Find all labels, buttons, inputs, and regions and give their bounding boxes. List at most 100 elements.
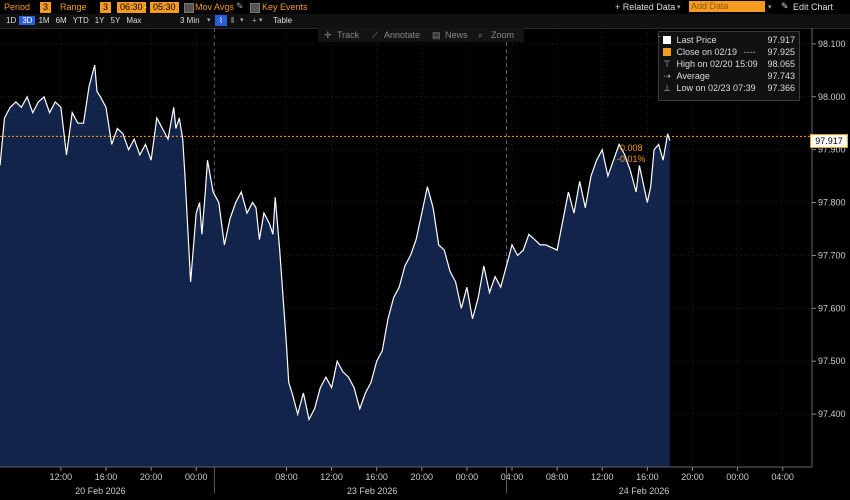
range-button-1d[interactable]: 1D <box>6 16 17 25</box>
x-tick-label: 20:00 <box>681 472 704 482</box>
price-change-pct: -0.01% <box>617 154 646 164</box>
legend-low: ⊥ Low on 02/23 07:39 <box>663 83 756 94</box>
x-tick-label: 04:00 <box>501 472 524 482</box>
chart-tools-bar: ✛ Track ⟋ Annotate ▤ News ⌕ Zoom <box>318 28 524 42</box>
close-label: Close on 02/19 <box>676 47 738 57</box>
y-tick-label: 97.400 <box>818 409 846 419</box>
end-time-input[interactable]: 05:30 <box>150 2 179 13</box>
y-tick-label: 97.600 <box>818 303 846 313</box>
mov-avgs-label: Mov Avgs <box>195 2 234 12</box>
x-tick-label: 12:00 <box>50 472 73 482</box>
related-data-button[interactable]: + Related Data <box>615 2 676 12</box>
x-axis-ticks: 12:00 16:00 20:00 00:00 08:00 12:00 16:00 20:00… <box>50 467 794 493</box>
range-button-ytd[interactable]: YTD <box>72 16 89 25</box>
mov-avgs-checkbox[interactable] <box>184 3 194 13</box>
add-tool-icon[interactable]: + <box>252 16 257 25</box>
y-tick-label: 97.900 <box>818 145 846 155</box>
x-tick-label: 16:00 <box>365 472 388 482</box>
period-label: Period <box>4 2 31 12</box>
legend-high: ⊤ High on 02/20 15:09 <box>663 59 758 70</box>
news-button[interactable]: News <box>445 30 468 40</box>
x-tick-label: 20:00 <box>411 472 434 482</box>
high-marker-icon: ⊤ <box>663 59 671 69</box>
x-tick-label: 12:00 <box>320 472 343 482</box>
price-change: -0.008 <box>617 143 643 153</box>
range-label: Range <box>60 2 87 12</box>
range-button-1m[interactable]: 1M <box>38 16 50 25</box>
range-button-5y[interactable]: 5Y <box>110 16 121 25</box>
x-tick-label: 20:00 <box>140 472 163 482</box>
legend-collapse-icon[interactable]: − <box>657 34 662 41</box>
edit-chart-button[interactable]: Edit Chart <box>793 2 834 12</box>
zoom-button[interactable]: Zoom <box>491 30 515 40</box>
average-label: Average <box>676 71 710 81</box>
table-button[interactable]: Table <box>273 16 293 25</box>
last-price-line <box>0 64 671 422</box>
close-value: 97.925 <box>767 47 795 57</box>
range-button-3d[interactable]: 3D <box>19 16 36 25</box>
high-label: High on 02/20 15:09 <box>676 59 758 69</box>
x-tick-label: 08:00 <box>275 472 298 482</box>
high-value: 98.065 <box>767 59 795 69</box>
average-value: 97.743 <box>767 71 795 81</box>
y-tick-label: 98.000 <box>818 92 846 102</box>
last-price-swatch <box>663 36 671 44</box>
date-labels: 20 Feb 2026 23 Feb 2026 24 Feb 2026 <box>75 486 669 496</box>
range-button-6m[interactable]: 6M <box>55 16 67 25</box>
bar-chart-icon[interactable]: ⫴ <box>231 16 235 25</box>
legend-average: ⇢ Average <box>663 71 710 82</box>
period-input[interactable]: 3 <box>40 2 52 13</box>
annotate-button[interactable]: Annotate <box>384 30 421 40</box>
x-tick-label: 00:00 <box>185 472 208 482</box>
add-data-caret-icon[interactable]: ▾ <box>768 4 772 11</box>
news-icon[interactable]: ▤ <box>432 30 441 40</box>
legend-last-price: Last Price <box>663 35 717 46</box>
low-value: 97.366 <box>767 83 795 93</box>
line-chart-icon[interactable]: ⌇ <box>215 15 227 26</box>
edit-chart-icon[interactable]: ✎ <box>781 1 789 11</box>
close-dashes: ---- <box>743 47 756 57</box>
interval-caret-icon[interactable]: ▾ <box>207 17 211 24</box>
x-tick-label: 00:00 <box>726 472 749 482</box>
key-events-checkbox[interactable] <box>250 3 260 13</box>
annotate-icon[interactable]: ⟋ <box>372 30 379 40</box>
x-tick-label: 16:00 <box>95 472 118 482</box>
crosshair-icon[interactable]: ✛ <box>324 30 332 40</box>
range-buttons: 1D 3D 1M 6M YTD 1Y 5Y Max <box>3 15 144 27</box>
top-toolbar: Period 3 Range 3 06:30 - 05:30 Mov Avgs … <box>0 0 850 14</box>
range-button-max[interactable]: Max <box>126 16 142 25</box>
add-data-placeholder: Add Data <box>691 1 729 11</box>
x-tick-label: 08:00 <box>546 472 569 482</box>
range-button-1y[interactable]: 1Y <box>94 16 105 25</box>
x-tick-label: 16:00 <box>636 472 659 482</box>
x-tick-label: 00:00 <box>456 472 479 482</box>
range-input[interactable]: 3 <box>100 2 112 13</box>
chart-type-caret-icon[interactable]: ▾ <box>240 17 244 24</box>
start-time-input[interactable]: 06:30 <box>117 2 146 13</box>
interval-select[interactable]: 3 Min <box>180 16 200 25</box>
key-events-label: Key Events <box>262 2 308 12</box>
close-swatch <box>663 48 671 56</box>
x-tick-label: 12:00 <box>591 472 614 482</box>
related-data-caret-icon[interactable]: ▾ <box>677 4 681 11</box>
last-price-label: Last Price <box>676 35 717 45</box>
y-axis-ticks: 97.400 97.500 97.600 97.700 97.800 97.900 98.0… <box>812 39 846 419</box>
date-label: 23 Feb 2026 <box>347 486 398 496</box>
legend-panel: − Last Price 97.917 Close on 02/19 ---- … <box>657 31 800 101</box>
low-label: Low on 02/23 07:39 <box>676 83 756 93</box>
pencil-icon[interactable]: ✎ <box>236 1 244 11</box>
y-tick-label: 97.800 <box>818 198 846 208</box>
last-price-tag: 97.917 <box>810 134 848 148</box>
add-data-field[interactable]: Add Data <box>689 1 765 12</box>
x-tick-label: 04:00 <box>771 472 794 482</box>
y-tick-label: 97.500 <box>818 356 846 366</box>
track-button[interactable]: Track <box>337 30 360 40</box>
y-tick-label: 97.700 <box>818 250 846 260</box>
legend-close: Close on 02/19 ---- <box>663 47 756 58</box>
price-area-fill <box>0 65 670 467</box>
average-marker-icon: ⇢ <box>663 71 671 81</box>
add-tool-caret-icon[interactable]: ▾ <box>259 17 263 24</box>
zoom-icon[interactable]: ⌕ <box>478 30 484 40</box>
low-marker-icon: ⊥ <box>663 83 671 93</box>
